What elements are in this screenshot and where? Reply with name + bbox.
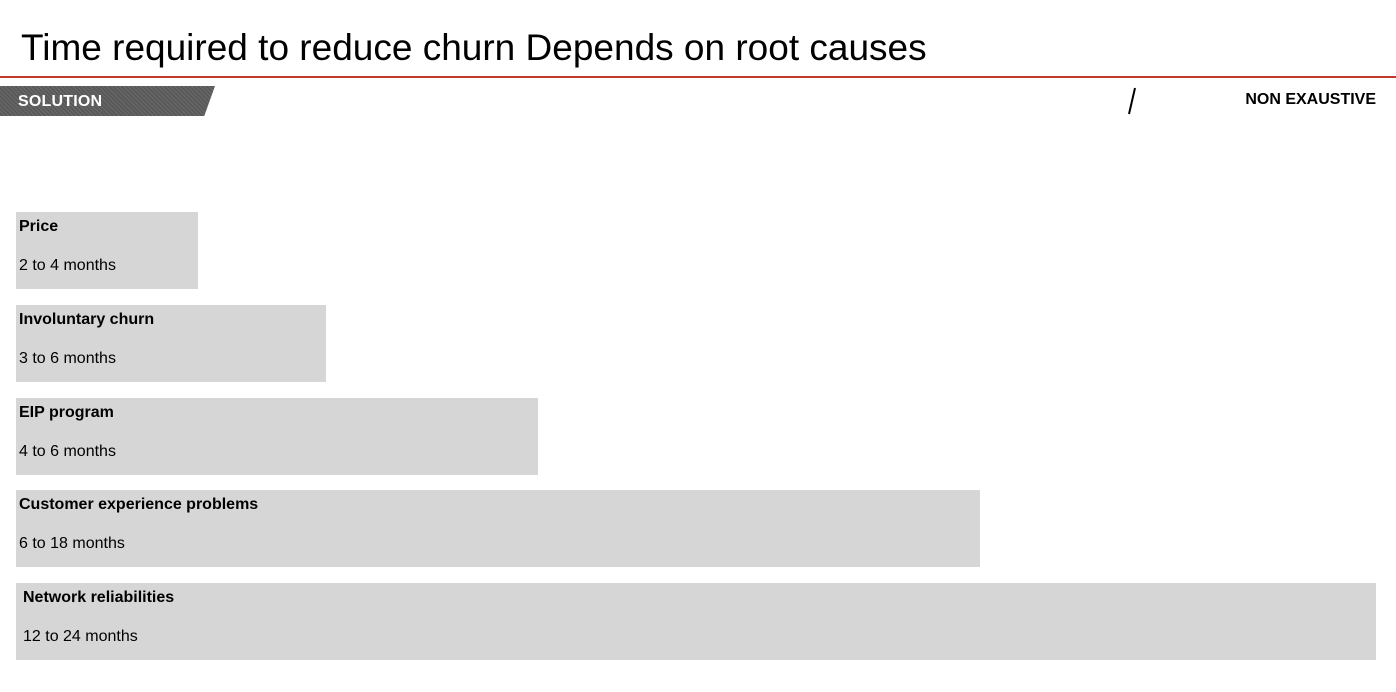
bar-category-label: Price	[19, 218, 59, 235]
duration-bar: Network reliabilities 12 to 24 months	[16, 583, 1376, 660]
section-tag-label: SOLUTION	[18, 93, 103, 110]
bar-category-label: Customer experience problems	[19, 496, 259, 513]
bar-category-label: EIP program	[19, 404, 114, 421]
duration-bar: EIP program 4 to 6 months	[16, 398, 538, 475]
bar-category-label: Network reliabilities	[23, 589, 175, 606]
duration-bar-chart: Price 2 to 4 months Involuntary churn 3 to …	[16, 212, 1376, 660]
duration-bar: Involuntary churn 3 to 6 months	[16, 305, 326, 382]
bar-duration-label: 6 to 18 months	[19, 535, 125, 552]
title-divider	[0, 76, 1396, 78]
slash-divider-icon	[1127, 86, 1137, 116]
bar-duration-label: 4 to 6 months	[19, 443, 116, 460]
duration-bar: Price 2 to 4 months	[16, 212, 198, 289]
bar-category-label: Involuntary churn	[19, 311, 155, 328]
page-title: Time required to reduce churn Depends on…	[21, 27, 927, 68]
bar-duration-label: 2 to 4 months	[19, 257, 116, 274]
duration-bar: Customer experience problems 6 to 18 mont…	[16, 490, 980, 567]
bar-duration-label: 3 to 6 months	[19, 350, 116, 367]
non-exhaustive-badge: NON EXAUSTIVE	[1245, 91, 1376, 108]
bar-duration-label: 12 to 24 months	[23, 628, 138, 645]
section-tag: SOLUTION	[0, 86, 215, 116]
